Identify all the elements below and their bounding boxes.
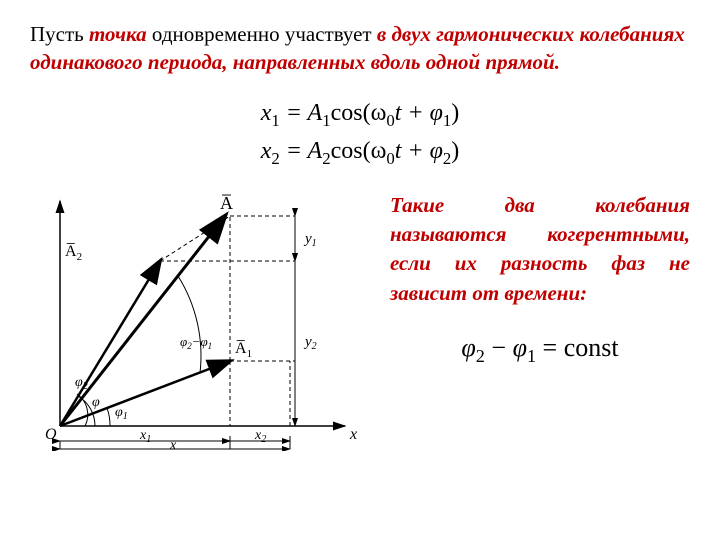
y2-label: y2 <box>303 334 317 352</box>
f-s1: 1 <box>527 346 536 366</box>
intro-paragraph: Пусть точка одновременно участвует в дву… <box>30 20 690 77</box>
x2-dim-label: x2 <box>254 428 266 445</box>
A1-label: A̅1 <box>235 339 252 360</box>
equations-block: x1 = A1cos(ω0t + φ1) x2 = A2cos(ω0t + φ2… <box>30 95 690 171</box>
eq2-t: t + φ <box>395 138 443 164</box>
x-dim-label: x <box>169 438 177 451</box>
y1-label: y1 <box>303 231 317 249</box>
eq1-end: ) <box>451 100 459 126</box>
f-s2: 2 <box>476 346 485 366</box>
const-formula: φ2 − φ1 = const <box>390 330 690 370</box>
eq1-cos: cos(ω <box>331 100 387 126</box>
eq2-sub0: 0 <box>386 148 394 167</box>
phi-label: φ <box>92 395 100 410</box>
eq2-cos: cos(ω <box>331 138 387 164</box>
eq2-end: ) <box>451 138 459 164</box>
eq2-x: x <box>261 138 272 164</box>
eq1-A: = A <box>280 100 322 126</box>
equation-1: x1 = A1cos(ω0t + φ1) <box>30 95 690 133</box>
A-label: A̅ <box>220 193 233 213</box>
coherent-text: Такие два колебания называются когерентн… <box>390 191 690 309</box>
r2: когерентными <box>547 222 685 246</box>
eq1-sub0: 0 <box>386 110 394 129</box>
diagram-svg: O x A̅ A̅1 A̅2 φ1 φ2 φ φ2−φ1 y1 y2 x1 x2… <box>30 191 370 451</box>
f-phi2: φ <box>461 333 475 362</box>
f-minus: − <box>485 333 513 362</box>
equation-2: x2 = A2cos(ω0t + φ2) <box>30 133 690 171</box>
intro-p2: точка <box>89 22 147 46</box>
x-axis-label: x <box>349 426 357 443</box>
eq1-x: x <box>261 100 272 126</box>
eq1-sub1: 1 <box>271 110 279 129</box>
eq1-t: t + φ <box>395 100 443 126</box>
eq2-sub1: 2 <box>271 148 279 167</box>
right-column: Такие два колебания называются когерентн… <box>390 191 690 370</box>
intro-p3: одновременно участвует <box>147 22 377 46</box>
x1-dim-label: x1 <box>139 428 151 445</box>
eq1-subA: 1 <box>322 110 330 129</box>
phi2-label: φ2 <box>75 375 88 392</box>
origin-label: O <box>45 426 57 443</box>
intro-p1: Пусть <box>30 22 89 46</box>
eq2-subA: 2 <box>322 148 330 167</box>
A2-label: A̅2 <box>65 242 82 263</box>
f-eq: = const <box>536 333 619 362</box>
vector-diagram: O x A̅ A̅1 A̅2 φ1 φ2 φ φ2−φ1 y1 y2 x1 x2… <box>30 191 370 456</box>
lower-section: O x A̅ A̅1 A̅2 φ1 φ2 φ φ2−φ1 y1 y2 x1 x2… <box>30 191 690 456</box>
f-phi1: φ <box>513 333 527 362</box>
phi-diff-label: φ2−φ1 <box>180 334 212 351</box>
eq2-A: = A <box>280 138 322 164</box>
phi1-label: φ1 <box>115 405 128 422</box>
